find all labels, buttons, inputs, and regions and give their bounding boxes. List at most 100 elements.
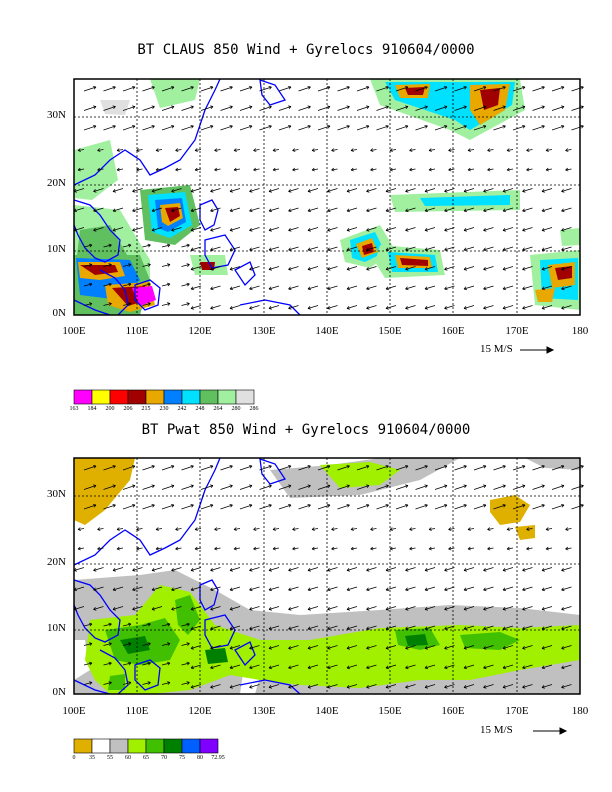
wind-arrow-icon [327, 664, 338, 669]
wind-arrow-head [483, 568, 487, 572]
wind-arrow-head [506, 546, 510, 551]
wind-arrow-icon [405, 227, 416, 231]
wind-arrow-icon [483, 246, 494, 251]
wind-arrow-icon [268, 684, 280, 688]
wind-arrow-head [151, 189, 155, 193]
wind-arrow-icon [545, 168, 553, 171]
wind-arrow-icon [356, 485, 370, 490]
wind-arrow-icon [506, 547, 514, 550]
wind-arrow-head [307, 189, 311, 193]
wind-arrow-head [346, 105, 350, 110]
wind-arrow-icon [350, 168, 358, 171]
wind-arrow-icon [151, 227, 163, 231]
wind-arrow-icon [122, 623, 132, 627]
wind-arrow-icon [541, 188, 553, 192]
wind-arrow-icon [214, 528, 221, 530]
wind-arrow-icon [502, 207, 514, 212]
wind-arrow-head [463, 228, 467, 232]
wind-arrow-head [92, 125, 97, 129]
wind-arrow-icon [103, 465, 116, 471]
wind-arrow-head [97, 167, 101, 172]
wind-arrow-head [444, 228, 448, 232]
wind-arrow-head [268, 568, 272, 572]
wind-arrow-icon [541, 606, 553, 610]
wind-arrow-head [424, 646, 428, 650]
colorbar-label: 80 [197, 755, 203, 761]
wind-arrow-icon [239, 106, 253, 111]
wind-arrow-head [463, 626, 467, 631]
wind-arrow-head [483, 665, 487, 670]
wind-arrow-icon [151, 567, 163, 571]
wind-arrow-icon [220, 485, 233, 490]
colorbar-swatch [91, 389, 111, 405]
wind-arrow-head [287, 484, 292, 489]
wind-arrow-head [580, 105, 584, 110]
wind-arrow-icon [483, 227, 494, 231]
wind-arrow-icon [561, 625, 572, 630]
wind-arrow-head [346, 286, 350, 291]
wind-arrow-icon [346, 586, 358, 591]
wind-arrow-icon [366, 266, 377, 270]
wind-arrow-head [248, 125, 253, 129]
wind-arrow-icon [210, 305, 221, 309]
wind-arrow-head [560, 504, 565, 508]
wind-arrow-icon [142, 303, 151, 306]
wind-arrow-head [311, 546, 315, 551]
wind-arrow-head [424, 125, 428, 129]
wind-arrow-head [112, 607, 116, 611]
wind-arrow-head [565, 167, 569, 172]
wind-arrow-head [448, 546, 452, 551]
wind-arrow-icon [350, 547, 358, 550]
panel2-xtick-180: 180 [571, 705, 589, 717]
panel2-xtick-110e: 110E [125, 705, 149, 717]
wind-arrow-head [167, 243, 171, 248]
colorbar-swatch [163, 389, 183, 405]
wind-arrow-head [268, 86, 272, 90]
wind-arrow-icon [151, 606, 163, 610]
wind-arrow-head [136, 167, 140, 172]
panel1-ytick-0n: 0N [52, 307, 66, 319]
wind-arrow-icon [385, 606, 397, 610]
wind-arrow-icon [366, 246, 377, 251]
wind-arrow-head [385, 665, 389, 670]
wind-arrow-head [405, 286, 409, 291]
wind-arrow-head [482, 465, 487, 469]
wind-arrow-icon [210, 586, 221, 591]
wind-arrow-head [170, 105, 175, 110]
wind-arrow-head [307, 665, 311, 670]
wind-arrow-icon [356, 106, 370, 111]
wind-arrow-icon [171, 567, 182, 571]
wind-arrow-head [365, 125, 370, 129]
wind-arrow-head [229, 228, 233, 232]
wind-arrow-icon [502, 586, 514, 591]
wind-arrow-icon [103, 643, 112, 646]
colorbar-label: 163 [69, 406, 79, 412]
wind-arrow-head [97, 148, 101, 152]
wind-arrow-icon [249, 227, 260, 231]
wind-arrow-head [268, 465, 272, 469]
wind-arrow-head [366, 228, 370, 232]
wind-arrow-head [385, 125, 389, 129]
wind-arrow-head [522, 587, 526, 592]
wind-arrow-head [108, 282, 112, 287]
wind-arrow-head [307, 267, 311, 271]
wind-arrow-icon [278, 125, 292, 131]
wind-arrow-head [194, 148, 198, 152]
wind-arrow-icon [249, 246, 260, 251]
panel2-ytick-0n: 0N [52, 686, 66, 698]
wind-arrow-head [346, 189, 350, 193]
wind-arrow-icon [161, 465, 175, 471]
wind-arrow-head [307, 587, 311, 592]
wind-arrow-head [327, 587, 331, 592]
wind-arrow-head [561, 286, 565, 291]
wind-arrow-icon [541, 645, 553, 649]
wind-arrow-head [272, 167, 276, 172]
wind-arrow-icon [181, 303, 190, 306]
wind-arrow-icon [292, 168, 299, 171]
wind-arrow-head [502, 626, 506, 631]
wind-arrow-icon [571, 125, 584, 131]
wind-arrow-icon [268, 625, 280, 630]
wind-arrow-head [541, 306, 545, 310]
wind-arrow-icon [307, 305, 319, 309]
wind-arrow-head [229, 86, 233, 90]
